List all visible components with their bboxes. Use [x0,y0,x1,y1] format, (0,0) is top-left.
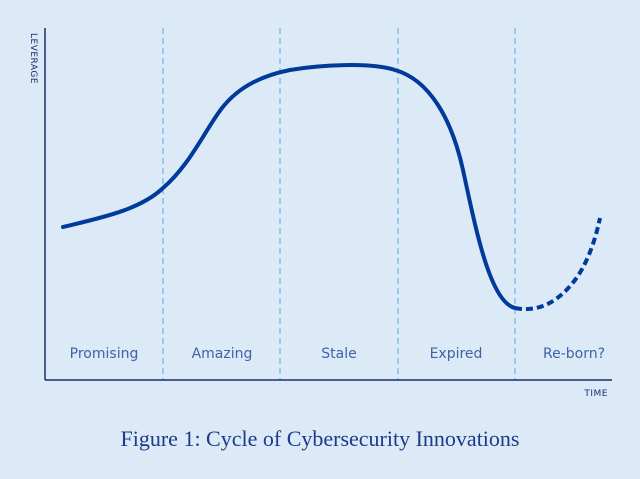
phase-label: Promising [70,346,139,362]
phase-dividers [162,28,516,380]
caption: Figure 1: Cycle of Cybersecurity Innovat… [121,426,520,451]
phase-label: Expired [430,346,483,362]
x-axis-label: TIME [583,389,608,399]
phase-label: Stale [321,346,356,362]
cycle-curve [61,63,517,310]
y-axis-label: LEVERAGE [28,33,38,84]
phase-label: Re-born? [543,346,605,362]
phase-label: Amazing [192,346,253,362]
reborn-curve [514,217,602,312]
